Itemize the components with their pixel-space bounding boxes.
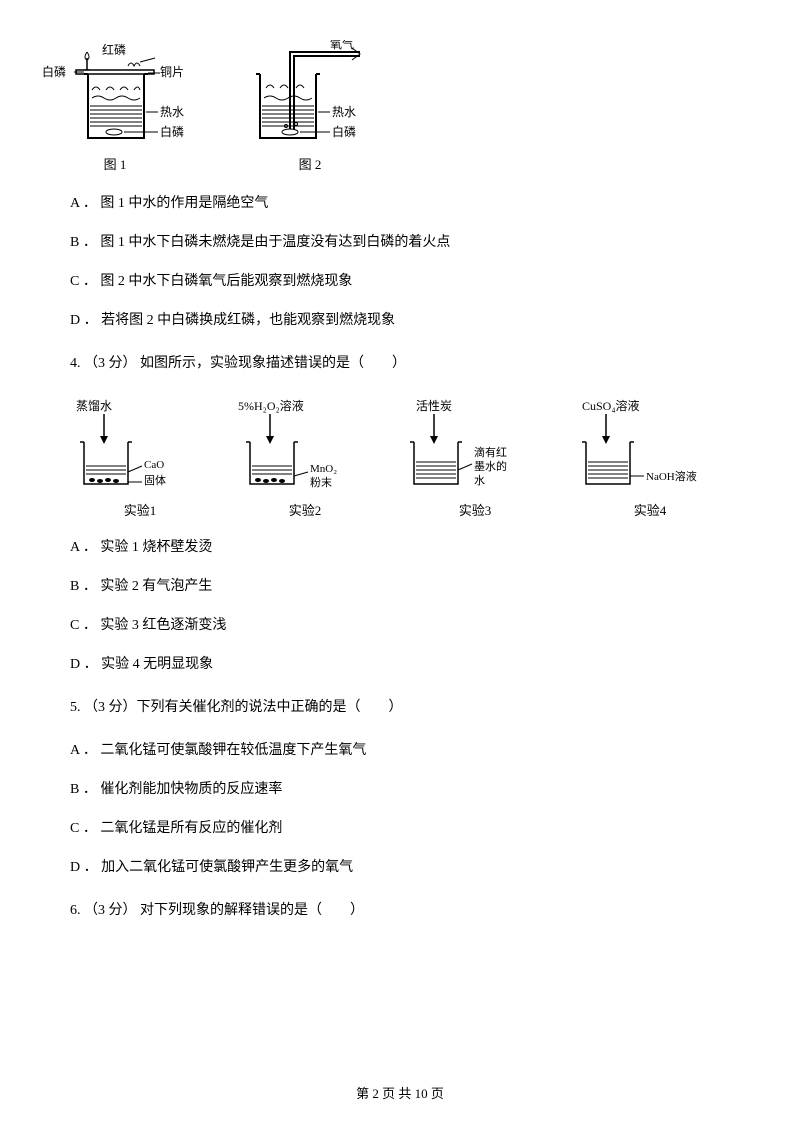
svg-text:红磷: 红磷: [102, 42, 126, 57]
q6-stem: 6. （3 分） 对下列现象的解释错误的是（ ）: [70, 900, 730, 921]
diagram2-caption: 图 2: [299, 154, 322, 173]
svg-text:活性炭: 活性炭: [416, 399, 452, 413]
svg-text:墨水的: 墨水的: [474, 459, 507, 473]
exp3: 活性炭 滴有红 墨水的 水 实验3: [400, 396, 550, 519]
q5-option-a: A ． 二氧化锰可使氯酸钾在较低温度下产生氧气: [70, 740, 730, 761]
exp3-caption: 实验3: [459, 500, 492, 519]
svg-text:热水: 热水: [332, 105, 356, 119]
svg-text:CaO: CaO: [144, 459, 164, 471]
page-footer: 第 2 页 共 10 页: [0, 1083, 800, 1102]
exp1-caption: 实验1: [124, 500, 157, 519]
svg-text:氧气: 氧气: [330, 40, 354, 51]
q4-option-b: B ． 实验 2 有气泡产生: [70, 576, 730, 597]
diagram1-svg: 白磷 红磷 铜片 热水 白磷: [40, 40, 190, 150]
svg-text:水: 水: [474, 474, 485, 487]
svg-text:白磷: 白磷: [160, 124, 184, 139]
q4-option-d: D ． 实验 4 无明显现象: [70, 654, 730, 675]
q5-option-d: D ． 加入二氧化锰可使氯酸钾产生更多的氧气: [70, 857, 730, 878]
svg-text:白磷: 白磷: [42, 64, 66, 79]
diagram1-caption: 图 1: [104, 154, 127, 173]
svg-text:热水: 热水: [160, 105, 184, 119]
exp2-caption: 实验2: [289, 500, 322, 519]
q4-option-a: A ． 实验 1 烧杯壁发烫: [70, 537, 730, 558]
exp1: 蒸馏水 CaO 固体 实验1: [70, 396, 210, 519]
svg-text:白磷: 白磷: [332, 124, 356, 139]
q4-stem: 4. （3 分） 如图所示，实验现象描述错误的是（ ）: [70, 353, 730, 374]
q3-option-a: A ． 图 1 中水的作用是隔绝空气: [70, 193, 730, 214]
exp4-caption: 实验4: [634, 500, 667, 519]
svg-text:滴有红: 滴有红: [474, 445, 507, 459]
diagram2-svg: 氧气 热水 白磷: [230, 40, 390, 150]
svg-text:铜片: 铜片: [160, 64, 184, 79]
exp2: 5%H₂O₂溶液 MnO₂ 粉末 实验2: [230, 396, 380, 519]
diagram-1: 白磷 红磷 铜片 热水 白磷 图 1: [40, 40, 190, 173]
q3-option-d: D ． 若将图 2 中白磷换成红磷，也能观察到燃烧现象: [70, 310, 730, 331]
q4-option-c: C ． 实验 3 红色逐渐变浅: [70, 615, 730, 636]
svg-text:CuSO₄溶液: CuSO₄溶液: [582, 398, 640, 413]
q3-diagrams: 白磷 红磷 铜片 热水 白磷 图 1 氧气 热水 白磷 图 2: [40, 40, 730, 173]
svg-text:蒸馏水: 蒸馏水: [76, 399, 112, 413]
q5-option-c: C ． 二氧化锰是所有反应的催化剂: [70, 818, 730, 839]
svg-text:固体: 固体: [144, 473, 166, 487]
svg-text:NaOH溶液: NaOH溶液: [646, 469, 697, 483]
diagram-2: 氧气 热水 白磷 图 2: [230, 40, 390, 173]
svg-text:5%H₂O₂溶液: 5%H₂O₂溶液: [238, 398, 304, 413]
exp4: CuSO₄溶液 NaOH溶液 实验4: [570, 396, 730, 519]
q4-diagrams: 蒸馏水 CaO 固体 实验1 5%H₂O₂溶液 MnO₂ 粉末 实验2 活性炭 …: [70, 396, 730, 519]
q3-option-b: B ． 图 1 中水下白磷未燃烧是由于温度没有达到白磷的着火点: [70, 232, 730, 253]
q5-option-b: B ． 催化剂能加快物质的反应速率: [70, 779, 730, 800]
q5-stem: 5. （3 分）下列有关催化剂的说法中正确的是（ ）: [70, 697, 730, 718]
svg-text:粉末: 粉末: [310, 475, 332, 489]
q3-option-c: C ． 图 2 中水下白磷氧气后能观察到燃烧现象: [70, 271, 730, 292]
svg-text:MnO₂: MnO₂: [310, 463, 337, 475]
